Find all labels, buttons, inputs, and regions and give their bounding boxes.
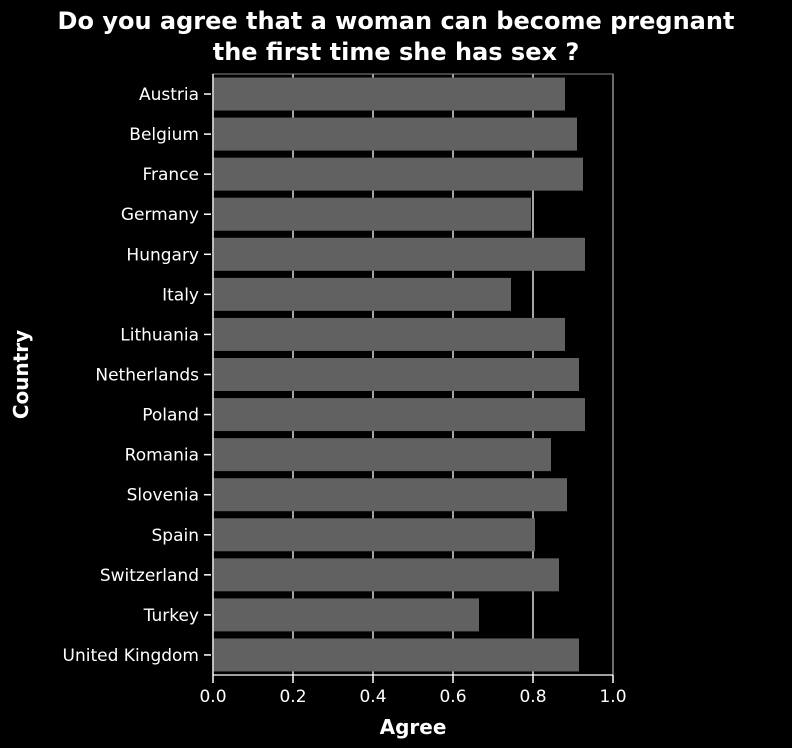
y-tick-label: Germany [121, 205, 199, 225]
x-axis-title: Agree [380, 715, 447, 739]
bar [213, 478, 567, 512]
y-tick-label: Lithuania [120, 325, 199, 345]
bar [213, 518, 535, 552]
y-tick-label: Netherlands [95, 366, 199, 386]
bar [213, 197, 531, 231]
bar [213, 157, 583, 191]
bars [213, 77, 585, 672]
bar [213, 77, 565, 111]
x-tick-labels: 0.0 0.2 0.4 0.6 0.8 1.0 [199, 687, 626, 707]
y-tick-label: United Kingdom [63, 646, 199, 666]
y-tick-label: Slovenia [127, 486, 199, 506]
y-tick-label: Switzerland [100, 566, 199, 586]
bar [213, 277, 511, 311]
bar [213, 638, 579, 672]
chart-title-line-2: the first time she has sex ? [212, 38, 580, 66]
axes [204, 73, 614, 683]
bar [213, 358, 579, 391]
x-tick-label: 0.4 [359, 687, 386, 707]
x-tick-label: 0.6 [439, 687, 466, 707]
y-tick-label: France [142, 165, 199, 185]
y-tick-label: Romania [125, 446, 199, 466]
y-tick-label: Belgium [129, 125, 199, 145]
y-tick-label: Spain [152, 526, 200, 546]
bar [213, 117, 577, 151]
y-axis-title: Country [9, 330, 33, 419]
y-tick-label: Austria [139, 85, 199, 105]
y-tick-label: Hungary [126, 245, 199, 265]
bar [213, 398, 585, 432]
y-tick-label: Italy [162, 285, 199, 305]
bar [213, 598, 479, 632]
bar [213, 438, 551, 472]
y-tick-labels: Austria Belgium France Germany Hungary Italy L… [63, 85, 200, 666]
y-tick-label: Poland [142, 406, 199, 426]
x-tick-label: 0.0 [199, 687, 226, 707]
bar [213, 237, 585, 271]
x-tick-label: 0.8 [519, 687, 546, 707]
chart-title: Do you agree that a woman can become pre… [0, 6, 792, 68]
x-tick-label: 0.2 [279, 687, 306, 707]
bar [213, 317, 565, 351]
bar [213, 558, 559, 592]
y-tick-label: Turkey [143, 606, 199, 626]
chart-title-line-1: Do you agree that a woman can become pre… [57, 7, 735, 35]
x-tick-label: 1.0 [599, 687, 626, 707]
